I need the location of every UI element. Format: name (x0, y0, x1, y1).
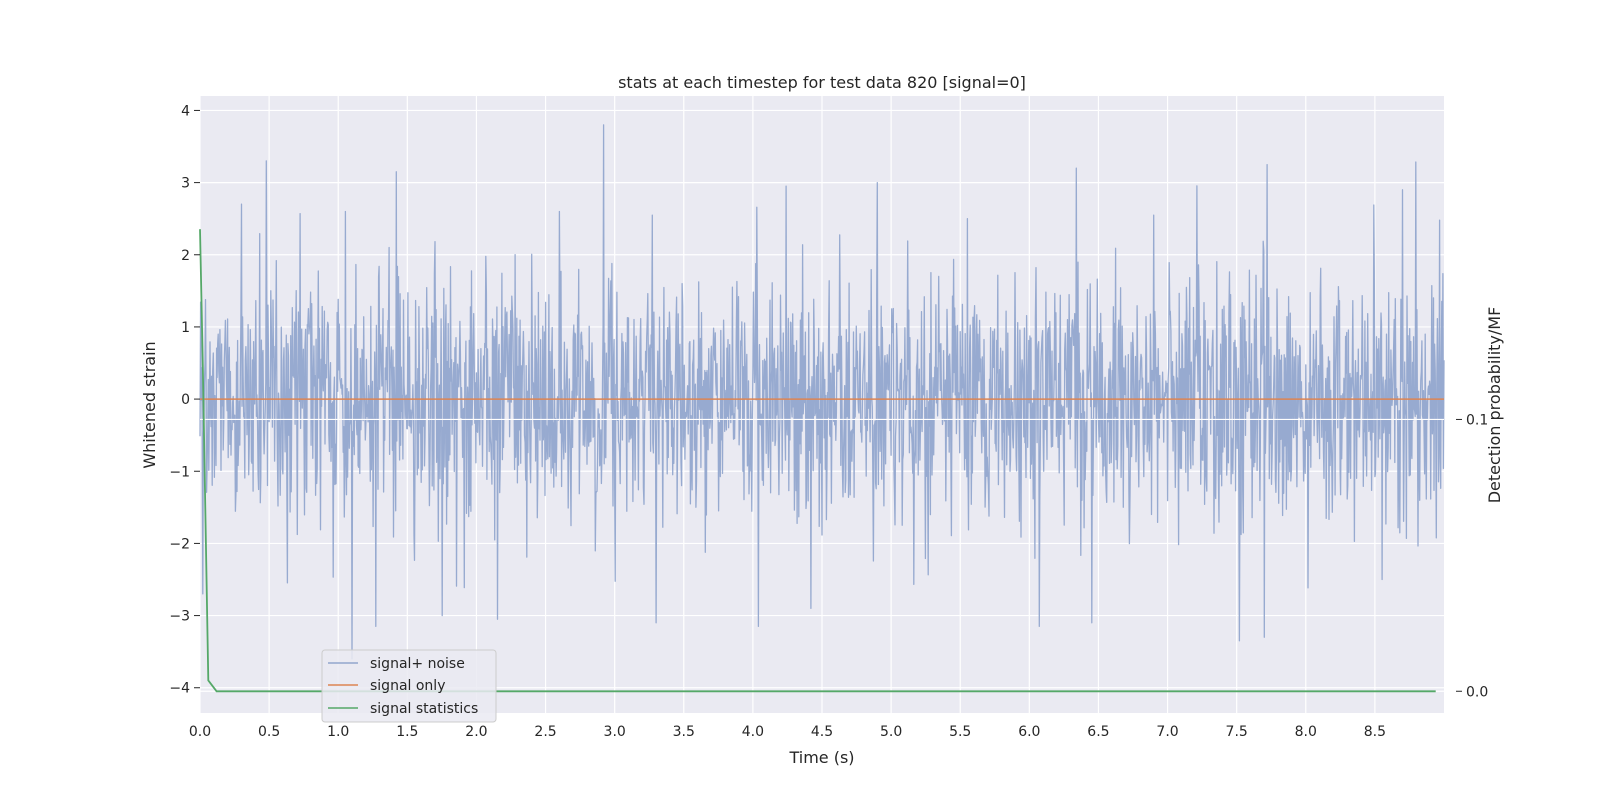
legend-label-signal-statistics: signal statistics (370, 701, 478, 717)
legend-box (321, 649, 497, 723)
x-tick-label: 2.5 (534, 724, 556, 740)
y-axis-label: Whitened strain (140, 341, 159, 468)
x-tick-label: 0.5 (258, 724, 280, 740)
x-tick-label: 6.0 (1018, 724, 1040, 740)
y-tick-label: −3 (169, 609, 190, 625)
x-tick-label: 1.0 (327, 724, 349, 740)
y2-tick-label: 0.0 (1466, 684, 1488, 700)
y-axis-ticks: 4 3 2 1 0 −1 −2 −3 −4 (169, 103, 200, 697)
y-tick-label: −1 (169, 464, 190, 480)
x-axis-label: Time (s) (788, 748, 854, 767)
y-tick-label: −4 (169, 681, 190, 697)
x-tick-label: 8.5 (1364, 724, 1386, 740)
x-tick-label: 7.5 (1226, 724, 1248, 740)
x-tick-label: 6.5 (1087, 724, 1109, 740)
y-tick-label: 4 (181, 103, 190, 119)
x-tick-label: 7.0 (1156, 724, 1178, 740)
y-tick-label: −2 (169, 536, 190, 552)
x-tick-label: 1.5 (396, 724, 418, 740)
x-tick-label: 8.0 (1295, 724, 1317, 740)
x-tick-label: 4.5 (811, 724, 833, 740)
y-tick-label: 0 (181, 392, 190, 408)
y2-tick-label: 0.1 (1466, 412, 1488, 428)
y2-axis-ticks: 0.1 0.0 (1456, 412, 1488, 700)
legend: signal+ noise signal only signal statist… (321, 649, 497, 723)
x-tick-label: 5.0 (880, 724, 902, 740)
y-tick-label: 1 (181, 320, 190, 336)
x-tick-label: 4.0 (742, 724, 764, 740)
series-signal-noise (199, 124, 1445, 660)
x-tick-label: 2.0 (465, 724, 487, 740)
x-tick-label: 5.5 (949, 724, 971, 740)
y2-axis-label: Detection probability/MF (1485, 307, 1504, 504)
series-line-signal-noise (199, 124, 1445, 660)
legend-label-signal-only: signal only (370, 678, 445, 694)
series-line-signal-statistics (199, 229, 1436, 693)
x-tick-label: 3.0 (604, 724, 626, 740)
x-axis-ticks: 0.0 0.5 1.0 1.5 2.0 2.5 3.0 3.5 4.0 4.5 5.0 5.5 6.0 6… (189, 724, 1386, 740)
series-signal-statistics (199, 229, 1436, 693)
legend-label-signal-noise: signal+ noise (370, 656, 465, 672)
x-tick-label: 3.5 (673, 724, 695, 740)
y-tick-label: 2 (181, 248, 190, 264)
y-tick-label: 3 (181, 176, 190, 192)
chart-title: stats at each timestep for test data 820… (618, 73, 1026, 92)
x-tick-label: 0.0 (189, 724, 211, 740)
